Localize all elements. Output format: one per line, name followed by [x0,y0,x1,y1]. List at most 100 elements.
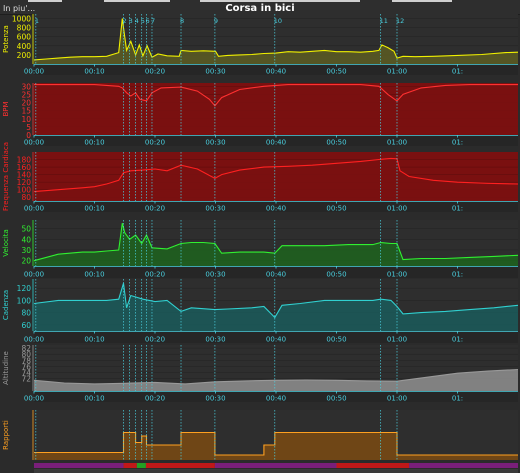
y-tick-label: 82 [21,344,31,353]
x-tick-label: 00:30 [205,68,225,76]
x-tick-label: 00:20 [145,336,165,344]
y-tick-label: 30 [21,82,31,91]
x-tick-label: 01: [452,205,463,213]
y-tick-label: 25 [21,90,31,99]
x-tick-label: 00:20 [145,68,165,76]
x-tick-label: 00:10 [84,68,104,76]
zone-strip-segment [34,463,124,468]
x-tick-label: 00:20 [145,205,165,213]
interval-label: 6 [146,17,150,25]
x-tick-label: 01:00 [387,271,407,279]
interval-label: 5 [141,17,145,25]
series-line [34,84,518,107]
x-tick-label: 00:30 [205,336,225,344]
x-tick-label: 00:40 [266,139,286,147]
y-tick-label: 100 [17,186,32,195]
x-tick-label: 01:00 [387,139,407,147]
series-area [34,223,518,266]
x-tick-label: 00:30 [205,271,225,279]
interval-label: 12 [396,17,404,25]
x-tick-label: 00:40 [266,68,286,76]
extra-menu-button[interactable]: In piu'... [3,4,36,13]
panel-label: Altitudine [2,351,10,385]
time-axis [34,135,518,146]
time-axis [34,64,518,75]
interval-label: 10 [274,17,282,25]
y-tick-label: 120 [17,178,32,187]
y-tick-label: 100 [17,296,32,305]
y-tick-label: 20 [21,99,31,108]
time-axis [34,391,518,402]
x-tick-label: 00:10 [84,205,104,213]
y-tick-label: 160 [17,163,32,172]
panel-label: Cadenza [2,290,10,320]
zone-strip-base [34,469,518,473]
x-tick-label: 01:00 [387,336,407,344]
series-line [33,368,519,385]
y-tick-label: 80 [21,309,31,318]
zone-strip-segment [136,463,146,468]
y-tick-label: 80 [21,193,31,202]
x-tick-label: 00:10 [84,336,104,344]
y-tick-label: 600 [17,33,32,42]
x-tick-label: 00:10 [84,139,104,147]
interval-label: 9 [214,17,218,25]
y-tick-label: 400 [17,42,32,51]
zone-strip-segment [409,463,518,468]
x-tick-label: 00:00 [24,139,44,147]
x-tick-label: 00:00 [24,336,44,344]
y-tick-label: 72 [21,375,31,384]
y-tick-label: 78 [21,356,31,365]
x-tick-label: 00:00 [24,395,44,403]
y-tick-label: 180 [17,156,32,165]
panel-label: Rapporti [2,420,10,450]
x-tick-label: 00:50 [326,139,346,147]
y-tick-label: 10 [21,115,31,124]
interval-label: 7 [151,17,155,25]
x-tick-label: 00:40 [266,271,286,279]
panel-5: 60 80 100 120 Cadenza 00:00 00:10 00:20 00:30 00:… [2,279,519,344]
zone-strip-segment [123,463,137,468]
x-tick-label: 00:50 [326,395,346,403]
y-tick-label: 140 [17,171,32,180]
x-tick-label: 00:50 [326,336,346,344]
x-tick-label: 00:40 [266,336,286,344]
x-tick-label: 01: [452,139,463,147]
x-tick-label: 00:50 [326,205,346,213]
time-axis [34,201,518,212]
series-area [34,369,518,391]
x-tick-label: 00:20 [145,139,165,147]
y-tick-label: 50 [21,225,31,234]
panel-label: Frequenza Cardiaca [2,142,10,211]
x-tick-label: 00:30 [205,139,225,147]
x-tick-label: 01: [452,395,463,403]
series-area [34,18,518,64]
series-line [33,18,519,61]
chart-title: Corsa in bici [225,3,295,14]
panel-label: BPM [2,101,10,116]
x-tick-label: 00:00 [24,271,44,279]
x-tick-label: 00:30 [205,205,225,213]
time-axis [34,266,518,278]
y-tick-label: 80 [21,350,31,359]
y-tick-label: 20 [21,257,31,266]
interval-label: 2 [123,17,127,25]
x-tick-label: 00:30 [205,395,225,403]
x-tick-label: 01: [452,271,463,279]
panel-7: Rapporti [2,410,518,460]
x-tick-label: 00:10 [84,395,104,403]
x-tick-label: 00:20 [145,395,165,403]
x-tick-label: 00:40 [266,205,286,213]
series-area [34,84,518,135]
x-tick-label: 01:00 [387,68,407,76]
x-tick-label: 01:00 [387,205,407,213]
panel-label: Velocita [2,229,10,257]
y-tick-label: 74 [21,369,31,378]
y-tick-label: 15 [21,107,31,116]
x-tick-label: 00:20 [145,271,165,279]
